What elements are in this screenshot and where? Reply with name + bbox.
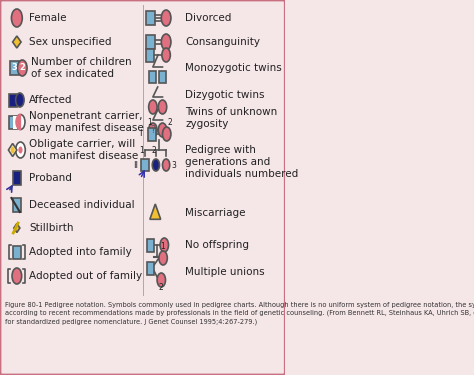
- Text: Number of children
of sex indicated: Number of children of sex indicated: [31, 57, 132, 79]
- Text: Twins of unknown
zygosity: Twins of unknown zygosity: [185, 107, 278, 129]
- Bar: [13, 116, 17, 129]
- Circle shape: [157, 273, 165, 287]
- Circle shape: [162, 48, 170, 62]
- Bar: [146, 261, 155, 274]
- Text: 2: 2: [158, 283, 163, 292]
- Text: Dizygotic twins: Dizygotic twins: [185, 90, 265, 100]
- Circle shape: [158, 123, 167, 137]
- Text: Stillbirth: Stillbirth: [29, 223, 73, 233]
- Text: 1: 1: [140, 146, 145, 155]
- Circle shape: [158, 100, 167, 114]
- Bar: [13, 171, 21, 185]
- Circle shape: [159, 251, 167, 265]
- Circle shape: [149, 123, 157, 137]
- Text: Affected: Affected: [29, 95, 73, 105]
- Bar: [159, 71, 166, 83]
- Bar: [148, 128, 156, 141]
- Text: 1: 1: [160, 242, 165, 251]
- Text: Nonpenetrant carrier,
may manifest disease: Nonpenetrant carrier, may manifest disea…: [29, 111, 144, 133]
- Bar: [146, 11, 155, 25]
- Text: Pedigree with
generations and
individuals numbered: Pedigree with generations and individual…: [185, 145, 299, 179]
- Circle shape: [18, 60, 27, 76]
- FancyBboxPatch shape: [0, 0, 285, 375]
- Circle shape: [163, 127, 171, 141]
- Polygon shape: [9, 144, 17, 156]
- Text: Divorced: Divorced: [185, 13, 232, 23]
- Text: Monozygotic twins: Monozygotic twins: [185, 63, 282, 73]
- Bar: [13, 198, 21, 212]
- Circle shape: [163, 159, 170, 171]
- Circle shape: [11, 9, 22, 27]
- Bar: [141, 159, 149, 171]
- Polygon shape: [150, 204, 161, 219]
- Text: Obligate carrier, will
not manifest disease: Obligate carrier, will not manifest dise…: [29, 139, 138, 161]
- Circle shape: [18, 147, 23, 153]
- Text: I: I: [139, 129, 142, 138]
- Circle shape: [16, 142, 25, 158]
- Bar: [9, 93, 17, 106]
- Bar: [10, 61, 18, 75]
- Text: 3: 3: [171, 160, 176, 170]
- Text: 2: 2: [19, 63, 25, 72]
- Text: No offspring: No offspring: [185, 240, 249, 250]
- Text: Miscarriage: Miscarriage: [185, 208, 246, 218]
- Circle shape: [12, 268, 22, 284]
- Text: Sex unspecified: Sex unspecified: [29, 37, 111, 47]
- Polygon shape: [14, 224, 20, 232]
- Bar: [9, 116, 17, 129]
- Bar: [13, 246, 21, 258]
- Circle shape: [16, 93, 24, 107]
- Text: ?: ?: [150, 125, 155, 135]
- Polygon shape: [13, 36, 21, 48]
- Text: 2: 2: [152, 146, 156, 155]
- Text: Figure 80-1 Pedigree notation. Symbols commonly used in pedigree charts. Althoug: Figure 80-1 Pedigree notation. Symbols c…: [5, 302, 474, 325]
- Circle shape: [149, 100, 157, 114]
- Circle shape: [152, 159, 159, 171]
- Text: Female: Female: [29, 13, 66, 23]
- Bar: [146, 35, 155, 49]
- Text: Consanguinity: Consanguinity: [185, 37, 260, 47]
- Text: Proband: Proband: [29, 173, 72, 183]
- Bar: [149, 71, 156, 83]
- Text: II: II: [133, 160, 138, 170]
- Circle shape: [160, 238, 169, 252]
- Text: 1: 1: [147, 118, 152, 127]
- Text: 2: 2: [167, 118, 172, 127]
- Circle shape: [10, 147, 15, 153]
- Text: Multiple unions: Multiple unions: [185, 267, 265, 277]
- Circle shape: [161, 34, 171, 50]
- Text: Adopted out of family: Adopted out of family: [29, 271, 142, 281]
- Text: 3: 3: [11, 63, 18, 72]
- Circle shape: [161, 10, 171, 26]
- Bar: [146, 48, 154, 62]
- Bar: [146, 238, 155, 252]
- Text: Adopted into family: Adopted into family: [29, 247, 132, 257]
- Circle shape: [16, 114, 25, 129]
- Polygon shape: [16, 114, 20, 129]
- Text: Deceased individual: Deceased individual: [29, 200, 135, 210]
